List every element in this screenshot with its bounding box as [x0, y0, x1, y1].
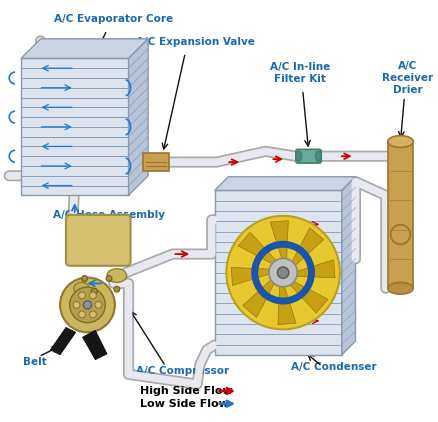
Polygon shape [231, 268, 269, 286]
Polygon shape [292, 228, 324, 265]
Circle shape [226, 216, 340, 329]
Circle shape [269, 258, 297, 287]
Ellipse shape [296, 151, 302, 161]
Text: A/C In-line
Filter Kit: A/C In-line Filter Kit [270, 62, 330, 84]
Polygon shape [290, 281, 328, 313]
Polygon shape [21, 58, 129, 195]
Text: Low Side Flow: Low Side Flow [140, 399, 229, 409]
Circle shape [106, 276, 112, 281]
Polygon shape [238, 232, 276, 264]
Text: A/C Expansion Valve: A/C Expansion Valve [136, 37, 254, 47]
Ellipse shape [315, 151, 321, 161]
Circle shape [277, 267, 289, 278]
Text: A/C Hose Assembly: A/C Hose Assembly [53, 210, 165, 220]
Polygon shape [21, 39, 148, 58]
Text: A/C Compressor: A/C Compressor [136, 366, 229, 376]
Text: A/C Evaporator Core: A/C Evaporator Core [54, 14, 173, 24]
FancyBboxPatch shape [296, 149, 321, 163]
Ellipse shape [388, 282, 413, 294]
Circle shape [73, 301, 80, 308]
Circle shape [92, 288, 97, 294]
Polygon shape [143, 153, 169, 171]
Polygon shape [215, 177, 356, 190]
Circle shape [114, 286, 120, 292]
Circle shape [78, 311, 85, 318]
Circle shape [81, 276, 88, 281]
FancyBboxPatch shape [66, 215, 131, 266]
Circle shape [89, 311, 96, 318]
Circle shape [78, 292, 85, 299]
Polygon shape [388, 141, 413, 288]
Text: A/C Condenser: A/C Condenser [291, 362, 377, 371]
Circle shape [89, 292, 96, 299]
Polygon shape [243, 280, 274, 317]
Polygon shape [83, 330, 107, 360]
Text: High Side Flow: High Side Flow [140, 386, 233, 396]
Ellipse shape [74, 282, 89, 294]
Polygon shape [129, 39, 148, 195]
Polygon shape [297, 260, 335, 278]
Ellipse shape [107, 269, 127, 282]
Text: Belt: Belt [23, 357, 47, 367]
Polygon shape [270, 221, 288, 259]
Circle shape [60, 278, 115, 332]
Circle shape [70, 287, 105, 323]
Polygon shape [50, 327, 76, 355]
Polygon shape [342, 177, 356, 355]
Circle shape [83, 301, 92, 309]
Polygon shape [278, 287, 296, 325]
Ellipse shape [388, 136, 413, 147]
Text: A/C
Receiver
Drier: A/C Receiver Drier [382, 61, 433, 95]
Circle shape [95, 301, 102, 308]
Polygon shape [215, 190, 342, 355]
